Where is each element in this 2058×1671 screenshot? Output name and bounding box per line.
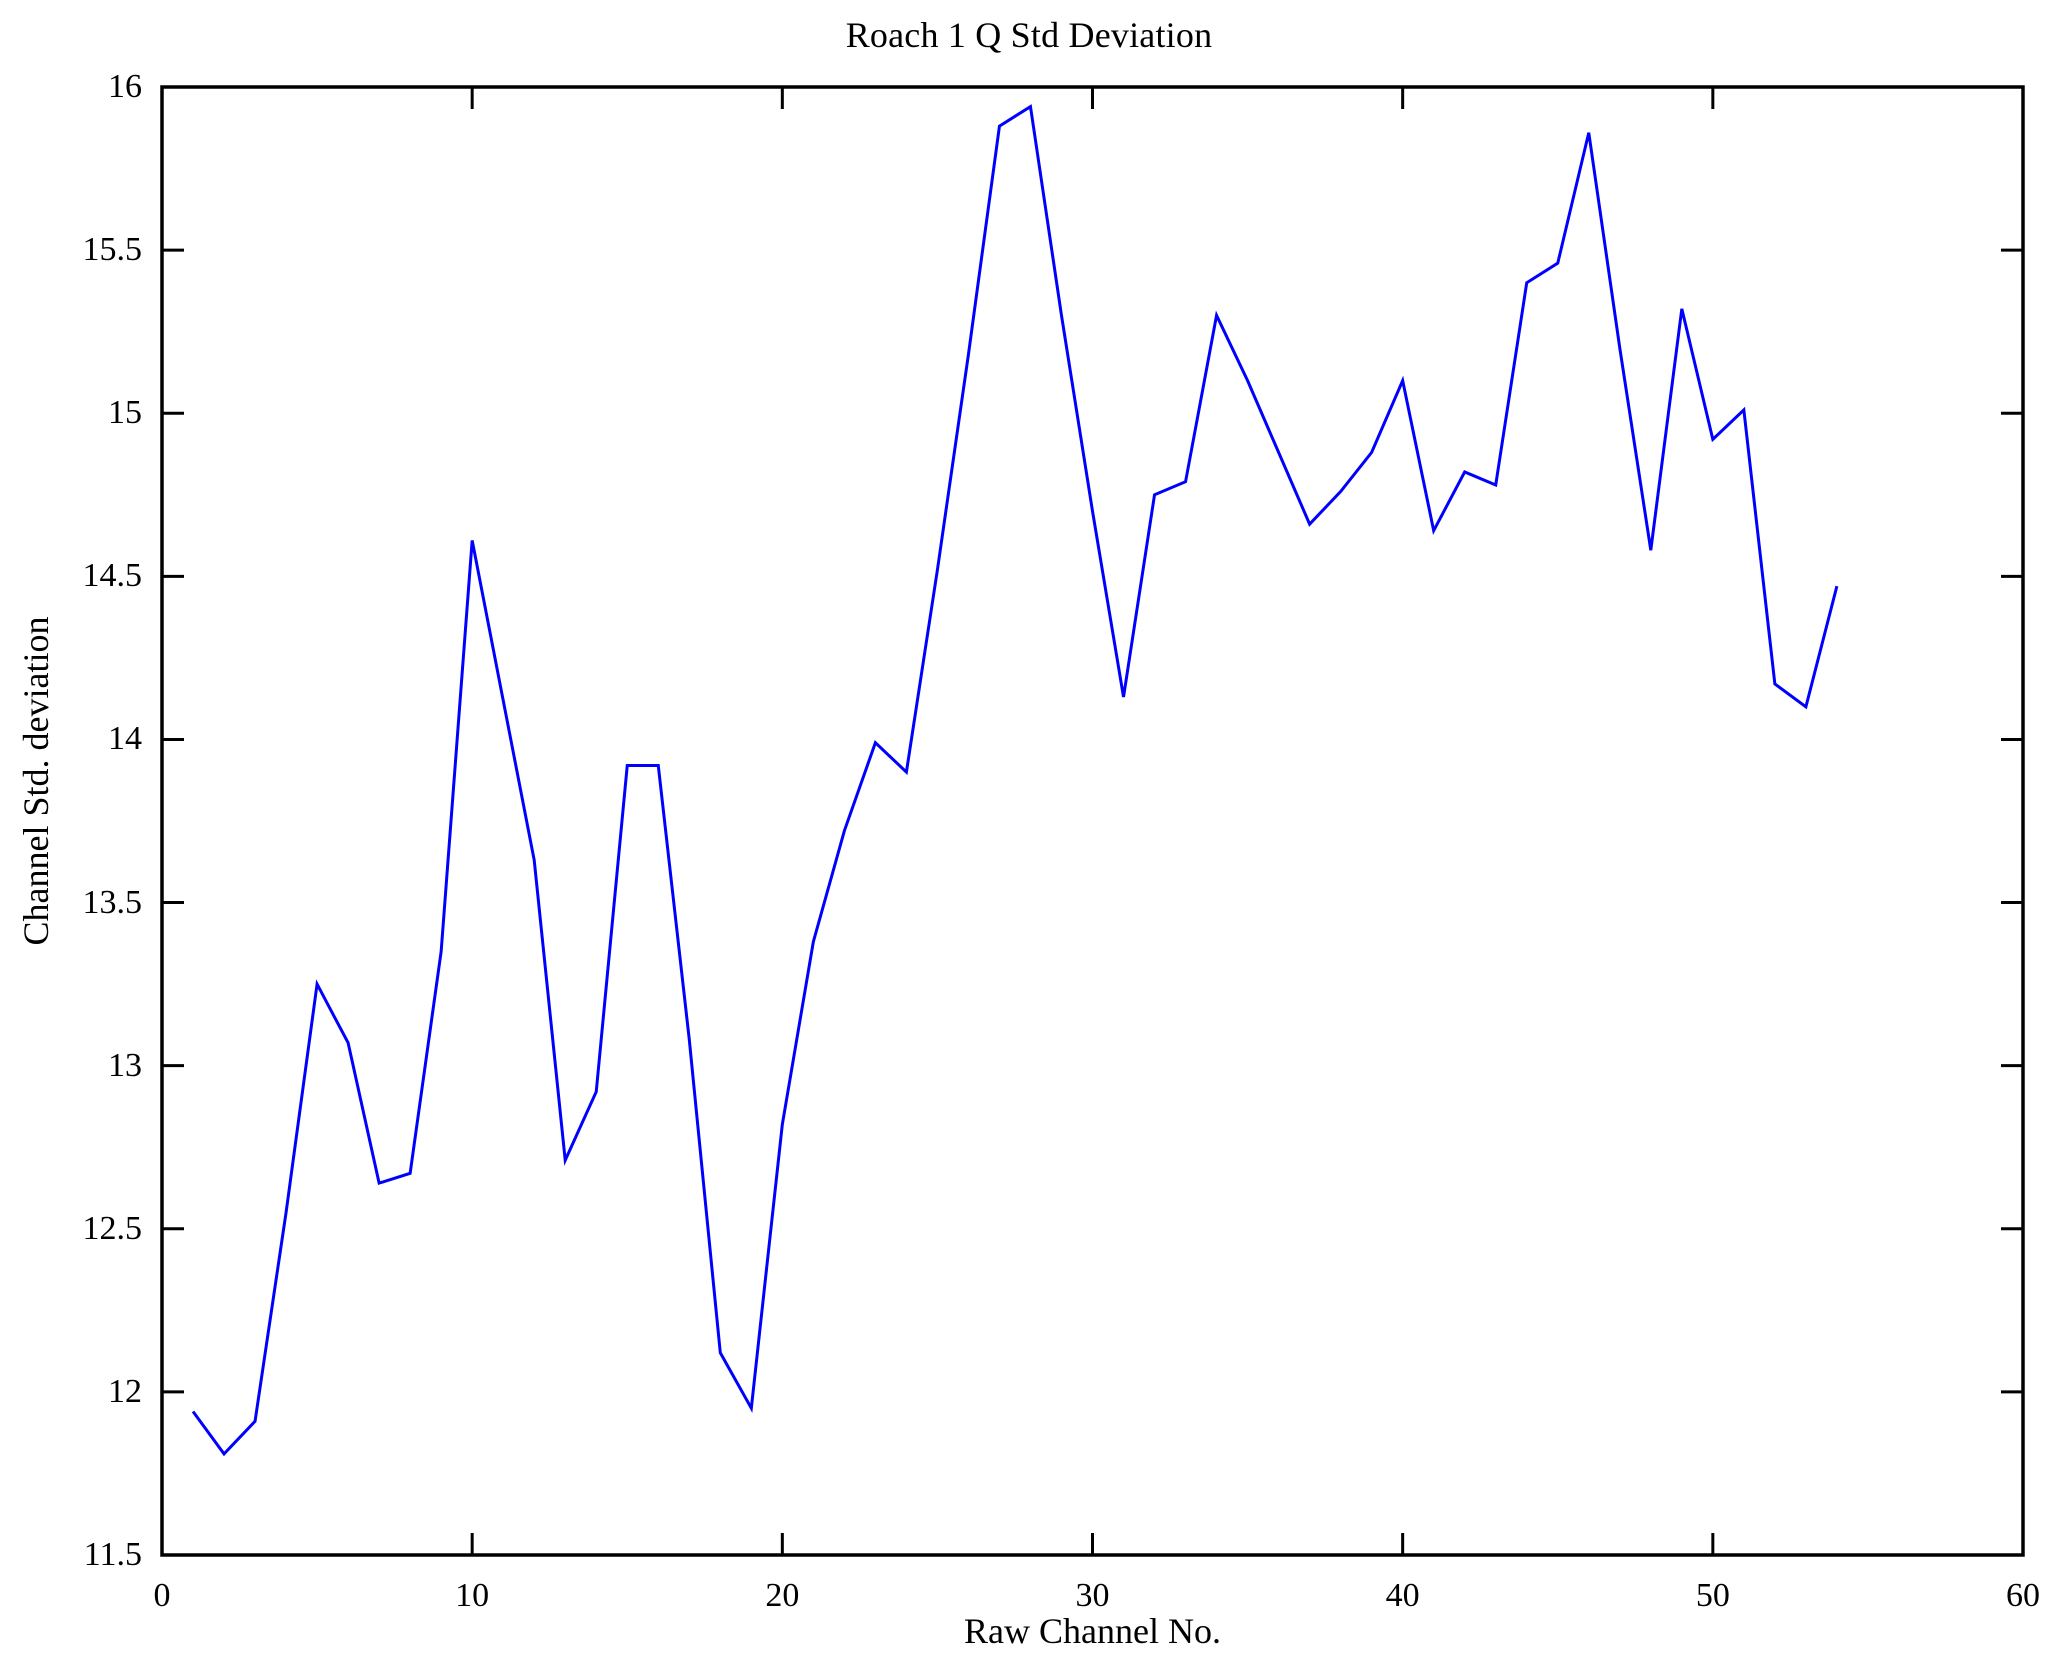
y-tick-label: 12 xyxy=(108,1372,142,1410)
y-tick-label: 14 xyxy=(108,720,142,758)
y-tick-label: 13.5 xyxy=(82,883,143,921)
x-tick-label: 40 xyxy=(1385,1577,1420,1614)
x-axis-label: Raw Channel No. xyxy=(964,1611,1221,1651)
y-tick-label: 12.5 xyxy=(82,1209,143,1247)
y-tick-label: 16 xyxy=(108,68,142,105)
chart-title: Roach 1 Q Std Deviation xyxy=(845,15,1213,55)
x-axis-ticks xyxy=(160,87,2025,1555)
y-tick-label: 13 xyxy=(108,1046,142,1084)
axes-box xyxy=(160,85,2025,1557)
y-axis-ticks xyxy=(162,85,2023,1557)
x-tick-label: 50 xyxy=(1695,1577,1730,1614)
x-tick-label: 30 xyxy=(1075,1577,1110,1614)
x-tick-label: 60 xyxy=(2006,1577,2040,1614)
y-tick-label: 11.5 xyxy=(83,1536,142,1573)
y-tick-label: 15.5 xyxy=(82,231,143,269)
x-tick-label: 0 xyxy=(153,1577,171,1614)
y-tick-label: 14.5 xyxy=(82,557,143,595)
y-tick-label: 15 xyxy=(108,394,142,432)
x-tick-label: 20 xyxy=(765,1577,800,1614)
x-tick-label: 10 xyxy=(455,1577,490,1614)
data-series-line xyxy=(191,104,1839,1457)
